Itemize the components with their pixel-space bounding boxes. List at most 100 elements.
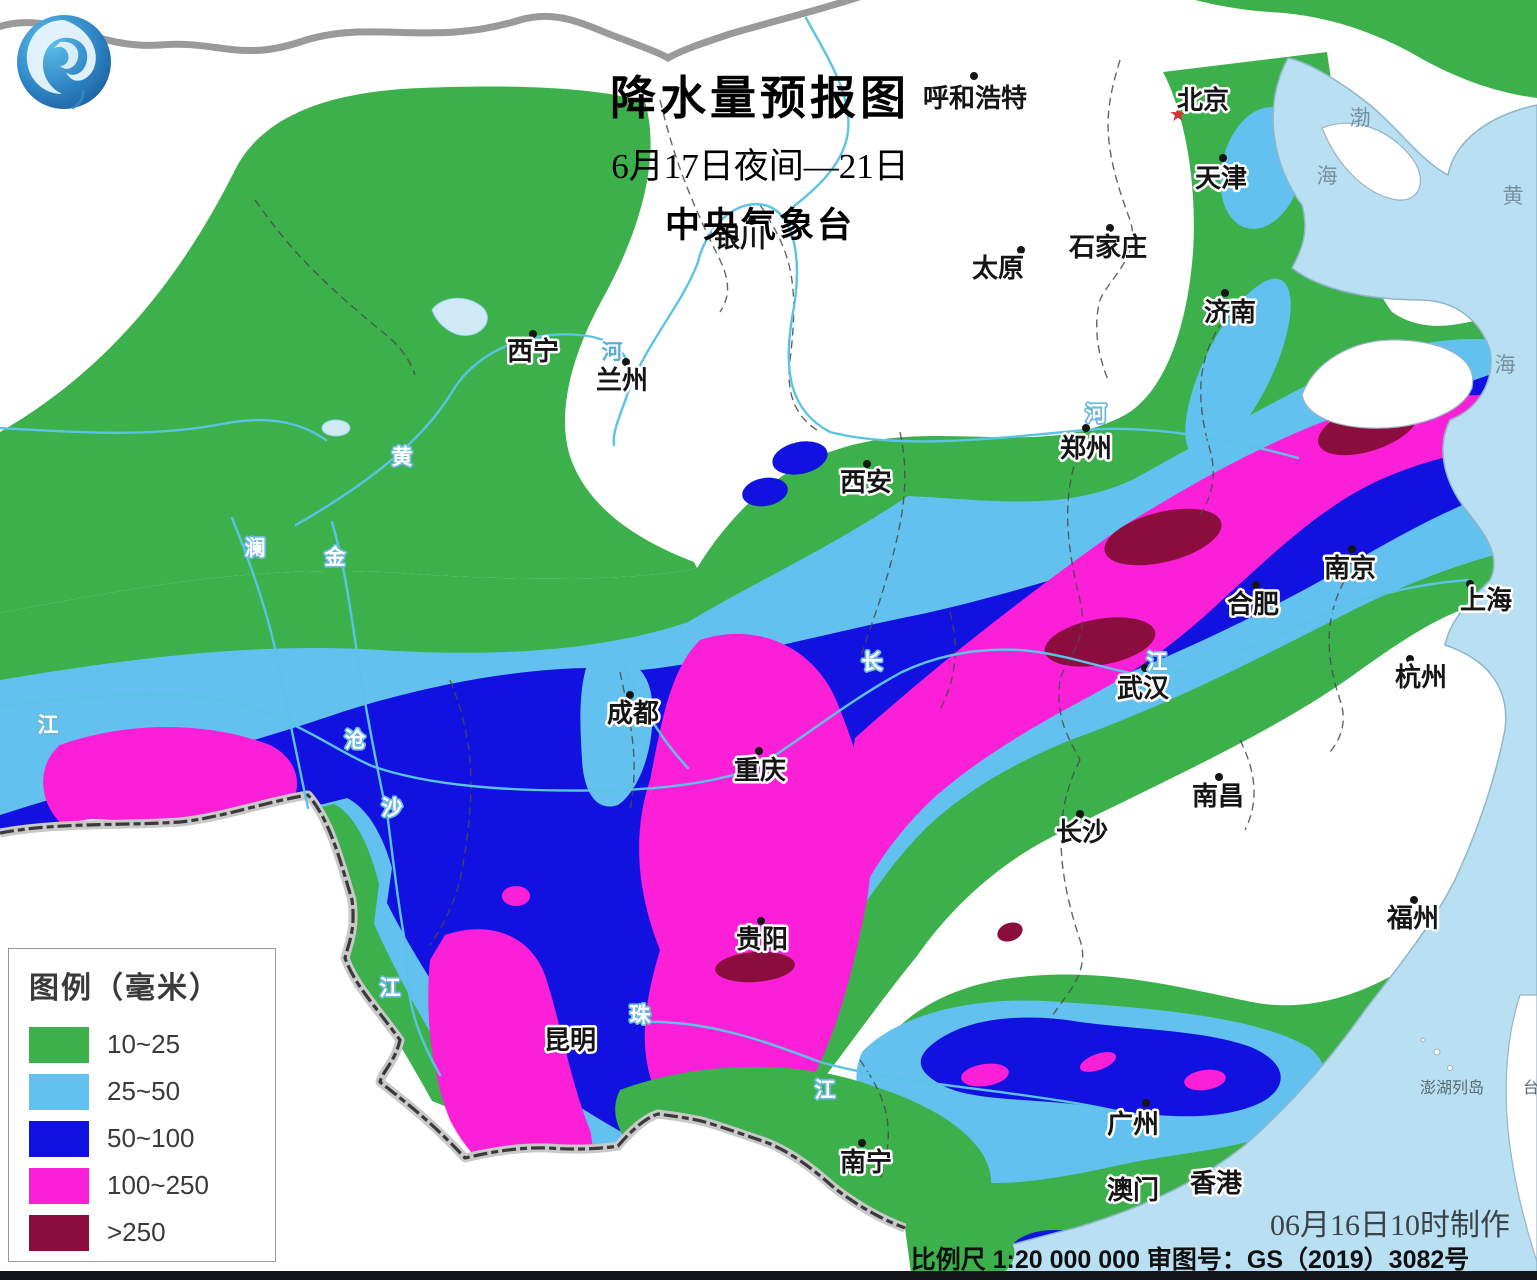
city-西宁: 西宁 — [504, 330, 562, 369]
band-magenta-pearl-delta-spots — [961, 1052, 1226, 1091]
river-name-label: 江 — [815, 1079, 836, 1102]
city-label: 杭州 — [1395, 662, 1447, 692]
city-label: 昆明 — [544, 1025, 596, 1055]
legend-swatch — [29, 1120, 89, 1157]
min-river — [616, 650, 690, 770]
city-dot — [1017, 246, 1025, 254]
city-label: 太原 — [972, 253, 1024, 283]
sea-name-label: 海 — [1317, 165, 1338, 188]
legend-label: 50~100 — [107, 1123, 195, 1153]
band-blue-spot-xian-1 — [772, 441, 828, 475]
forecast-period: 6月17日夜间—21日 — [611, 147, 909, 186]
land-taiwan-west-coast — [1505, 994, 1537, 1263]
city-兰州: 兰州 — [593, 358, 651, 398]
city-dot — [1348, 545, 1356, 553]
sea-area — [923, 57, 1537, 1280]
city-dot — [1221, 289, 1229, 297]
city-dot — [757, 917, 765, 925]
national-border-north — [0, 0, 862, 63]
city-杭州: 杭州 — [1392, 655, 1450, 695]
legend-label: 100~250 — [107, 1170, 209, 1200]
yangtze-river — [0, 578, 1470, 792]
band-magenta-dot-2 — [436, 957, 460, 975]
city-呼和浩特: 呼和浩特 — [920, 72, 1030, 116]
city-南昌: 南昌 — [1189, 773, 1247, 814]
city-香港: 香港 — [1187, 1166, 1245, 1201]
city-label: 石家庄 — [1068, 232, 1147, 262]
band-magenta-southwest-core — [639, 633, 871, 1144]
sea-name-label: 黄 — [1503, 185, 1524, 208]
river-name-label: 河 — [1086, 403, 1107, 426]
issued-timestamp: 06月16日10时制作 — [1270, 1209, 1510, 1242]
pearl-river — [640, 1020, 1164, 1126]
city-南宁: 南宁 — [837, 1139, 895, 1180]
sea-name-label: 渤 — [1350, 107, 1371, 130]
yellow-river-loop — [626, 203, 1300, 460]
city-合肥: 合肥 — [1224, 581, 1282, 622]
city-南京: 南京 — [1321, 545, 1379, 586]
sea-name-label: 澎湖列岛 — [1420, 1079, 1484, 1097]
band-blue-spot-xian-2 — [742, 477, 788, 507]
city-label: 上海 — [1460, 585, 1512, 615]
sea-name-label: 海 — [1495, 354, 1516, 377]
city-dot — [1252, 581, 1260, 589]
legend-item: >250 — [29, 1209, 275, 1256]
city-label: 北京 — [1177, 85, 1229, 115]
city-济南: 济南 — [1201, 289, 1259, 330]
city-银川: 银川 — [711, 217, 769, 256]
national-border-southwest — [0, 790, 907, 1233]
legend-item: 25~50 — [29, 1068, 275, 1115]
city-label: 武汉 — [1117, 673, 1170, 703]
legend-items: 10~25 25~50 50~100 100~250 >250 — [29, 1021, 275, 1256]
legend-swatch — [29, 1026, 89, 1063]
legend-title: 图例（毫米） — [29, 972, 221, 1005]
legend-swatch — [29, 1167, 89, 1204]
legend-box: 图例（毫米） 10~25 25~50 50~100 100~250 >250 — [8, 948, 276, 1262]
city-dot — [1219, 154, 1227, 162]
bottom-bar — [0, 1271, 1537, 1280]
city-label: 澳门 — [1107, 1175, 1159, 1205]
city-石家庄: 石家庄 — [1065, 224, 1150, 265]
legend-label: 25~50 — [107, 1076, 181, 1106]
city-label: 南宁 — [840, 1147, 892, 1177]
capital-star-icon: ★ — [1169, 104, 1187, 126]
page-title: 降水量预报图 — [610, 73, 910, 124]
city-label: 呼和浩特 — [923, 83, 1027, 113]
river-name-label: 金 — [324, 545, 347, 569]
river-name-label: 沙 — [382, 797, 403, 820]
city-太原: 太原 — [969, 246, 1027, 286]
city-dot — [755, 747, 763, 755]
legend-item: 50~100 — [29, 1115, 275, 1162]
yellow-river-top — [792, 16, 850, 208]
river-name-label: 江 — [38, 714, 59, 737]
city-dot — [863, 460, 871, 468]
city-label: 福州 — [1386, 903, 1439, 933]
city-label: 南昌 — [1192, 781, 1244, 811]
city-dot — [1076, 810, 1084, 818]
qinghai-lake — [431, 297, 488, 336]
city-label: 贵阳 — [736, 924, 788, 954]
city-dot — [858, 1139, 866, 1147]
province-boundaries — [254, 59, 1351, 1181]
city-成都: 成都 — [604, 691, 662, 731]
city-重庆: 重庆 — [731, 747, 789, 788]
city-dot — [622, 358, 630, 366]
city-dot — [1142, 1099, 1150, 1107]
city-dot — [970, 72, 978, 80]
river-name-label: 河 — [602, 341, 623, 364]
river-name-label: 江 — [1147, 651, 1168, 674]
city-label: 天津 — [1195, 163, 1247, 193]
legend-label: 10~25 — [107, 1029, 181, 1059]
city-dot — [1215, 773, 1223, 781]
city-label: 重庆 — [734, 755, 786, 785]
city-dot — [1466, 580, 1474, 588]
map-title-block: 降水量预报图 6月17日夜间—21日 中央气象台 — [520, 62, 1000, 248]
city-昆明: 昆明 — [541, 1023, 598, 1058]
legend-item: 10~25 — [29, 1021, 275, 1068]
city-dot — [1106, 224, 1114, 232]
small-lake-northwest — [321, 419, 351, 437]
river-name-label: 长 — [862, 651, 884, 674]
legend-swatch — [29, 1214, 89, 1251]
